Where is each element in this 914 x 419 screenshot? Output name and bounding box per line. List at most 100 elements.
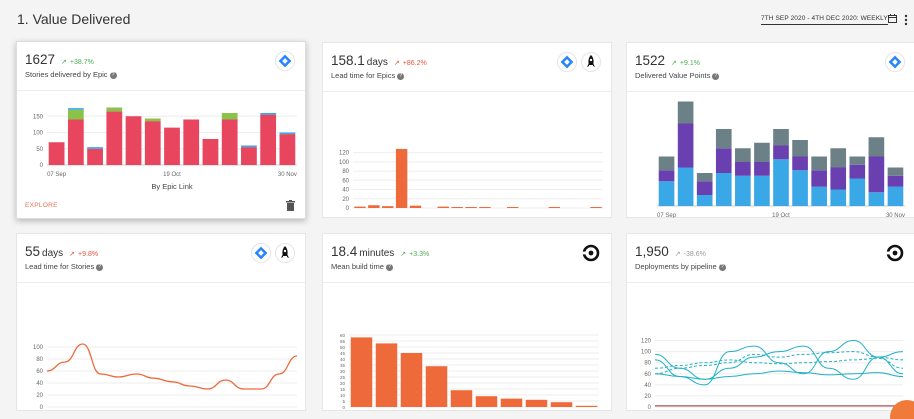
- divider: [323, 91, 611, 92]
- bar: [887, 167, 904, 176]
- bar: [144, 118, 161, 122]
- stories-delivered-card[interactable]: 1627 ↗ +38.7% Stories delivered by Epic? 0…: [16, 41, 306, 219]
- metric-trend: ↗ -38.6%: [674, 251, 706, 258]
- bar: [715, 173, 732, 206]
- jira-icon: [557, 52, 577, 72]
- build-time-card[interactable]: 18.4 minutes ↗ +3.3% Mean build time? 0 5 10 1…: [322, 233, 612, 411]
- metric: 18.4 minutes ↗ +3.3%: [331, 243, 429, 261]
- y-tick-label: 5: [342, 399, 345, 404]
- y-tick-label: 100: [339, 160, 350, 166]
- more-options-icon[interactable]: [904, 14, 908, 26]
- bar: [144, 121, 161, 165]
- y-tick-label: 20: [644, 394, 651, 400]
- bar: [715, 129, 732, 149]
- bar: [849, 156, 866, 165]
- lead-time-stories-card[interactable]: 55 days ↗ +9.8% Lead time for Stories? 0 20 4…: [16, 233, 306, 411]
- bar: [849, 164, 866, 179]
- y-tick-label: 60: [340, 333, 346, 338]
- metric-unit: days: [42, 248, 64, 259]
- y-tick-label: 20: [340, 381, 346, 386]
- trend-up-icon: ↗: [400, 251, 407, 258]
- help-icon[interactable]: ?: [96, 263, 104, 271]
- trend-up-icon: ↗: [69, 251, 76, 258]
- explore-link[interactable]: EXPLORE: [25, 202, 58, 209]
- bar: [696, 195, 713, 206]
- lead-time-epics-card[interactable]: 158.1 days ↗ +86.2% Lead time for Epics? 0 2…: [322, 42, 612, 218]
- series-line: [654, 351, 904, 375]
- bar: [868, 137, 885, 157]
- y-tick-label: 60: [644, 372, 651, 378]
- bar: [658, 170, 675, 182]
- bar: [754, 175, 770, 206]
- metric-trend: ↗ +38.7%: [61, 59, 94, 66]
- help-icon[interactable]: ?: [109, 71, 117, 79]
- bar: [67, 109, 84, 120]
- bar: [106, 111, 123, 165]
- bar: [450, 390, 473, 407]
- date-range-picker[interactable]: 7TH SEP 2020 - 4TH DEC 2020: WEEKLY: [761, 15, 888, 25]
- y-tick-label: 100: [641, 350, 652, 356]
- metric-unit: minutes: [359, 248, 395, 259]
- bar: [451, 207, 463, 208]
- help-icon[interactable]: ?: [712, 72, 720, 80]
- bar: [792, 140, 808, 157]
- bar: [400, 353, 423, 407]
- calendar-icon[interactable]: [888, 14, 897, 23]
- bar: [475, 396, 498, 407]
- bar: [221, 119, 238, 165]
- divider: [323, 282, 611, 283]
- bar: [375, 343, 398, 407]
- bar: [830, 189, 847, 206]
- metric-value: 1,950: [635, 244, 669, 259]
- floating-action-button[interactable]: [890, 400, 914, 419]
- y-tick-label: 40: [644, 383, 651, 389]
- rocket-icon: [275, 243, 295, 263]
- circleci-icon: [885, 243, 905, 263]
- bar: [202, 139, 219, 165]
- metric: 1522 ↗ +9.1%: [635, 52, 700, 70]
- y-tick-label: 60: [36, 369, 43, 375]
- y-tick-label: 100: [33, 131, 44, 137]
- jira-icon: [251, 243, 271, 263]
- bar: [500, 398, 523, 407]
- bar: [67, 108, 84, 110]
- y-tick-label: 0: [346, 206, 350, 212]
- value-points-card[interactable]: 1522 ↗ +9.1% Delivered Value Points? 07 Se…: [626, 42, 914, 218]
- metric-unit: days: [366, 57, 388, 68]
- deployments-line-chart: 02040608010012001 Oct01 Nov: [641, 339, 904, 411]
- bar: [887, 175, 904, 187]
- help-icon[interactable]: ?: [718, 263, 726, 271]
- divider: [627, 91, 914, 92]
- bar: [696, 181, 713, 195]
- series-line: [654, 357, 904, 369]
- bar: [260, 114, 277, 165]
- bar: [773, 145, 789, 160]
- circleci-icon: [581, 243, 601, 263]
- y-tick-label: 20: [36, 393, 43, 399]
- bar: [590, 207, 602, 208]
- y-tick-label: 40: [340, 357, 346, 362]
- y-tick-label: 0: [40, 163, 44, 169]
- y-tick-label: 120: [641, 339, 652, 345]
- metric-trend: ↗ +86.2%: [393, 60, 427, 67]
- series-line: [46, 343, 298, 390]
- y-tick-label: 60: [342, 178, 349, 184]
- y-tick-label: 50: [36, 147, 43, 153]
- deployments-card[interactable]: 1,950 ↗ -38.6% Deployments by pipeline? 0 2…: [626, 233, 914, 411]
- bar: [87, 148, 103, 165]
- trash-icon[interactable]: [286, 200, 295, 211]
- y-tick-label: 80: [36, 357, 43, 363]
- bar: [279, 134, 296, 165]
- bar: [792, 156, 808, 171]
- help-icon[interactable]: ?: [385, 263, 393, 271]
- bar: [221, 113, 238, 120]
- y-tick-label: 10: [340, 393, 346, 398]
- bar: [241, 145, 257, 148]
- metric-value: 1627: [25, 52, 56, 67]
- help-icon[interactable]: ?: [397, 72, 405, 80]
- y-tick-label: 80: [342, 169, 349, 175]
- card-title: Lead time for Epics?: [331, 71, 405, 80]
- y-tick-label: 20: [342, 197, 349, 203]
- y-tick-label: 30: [340, 369, 346, 374]
